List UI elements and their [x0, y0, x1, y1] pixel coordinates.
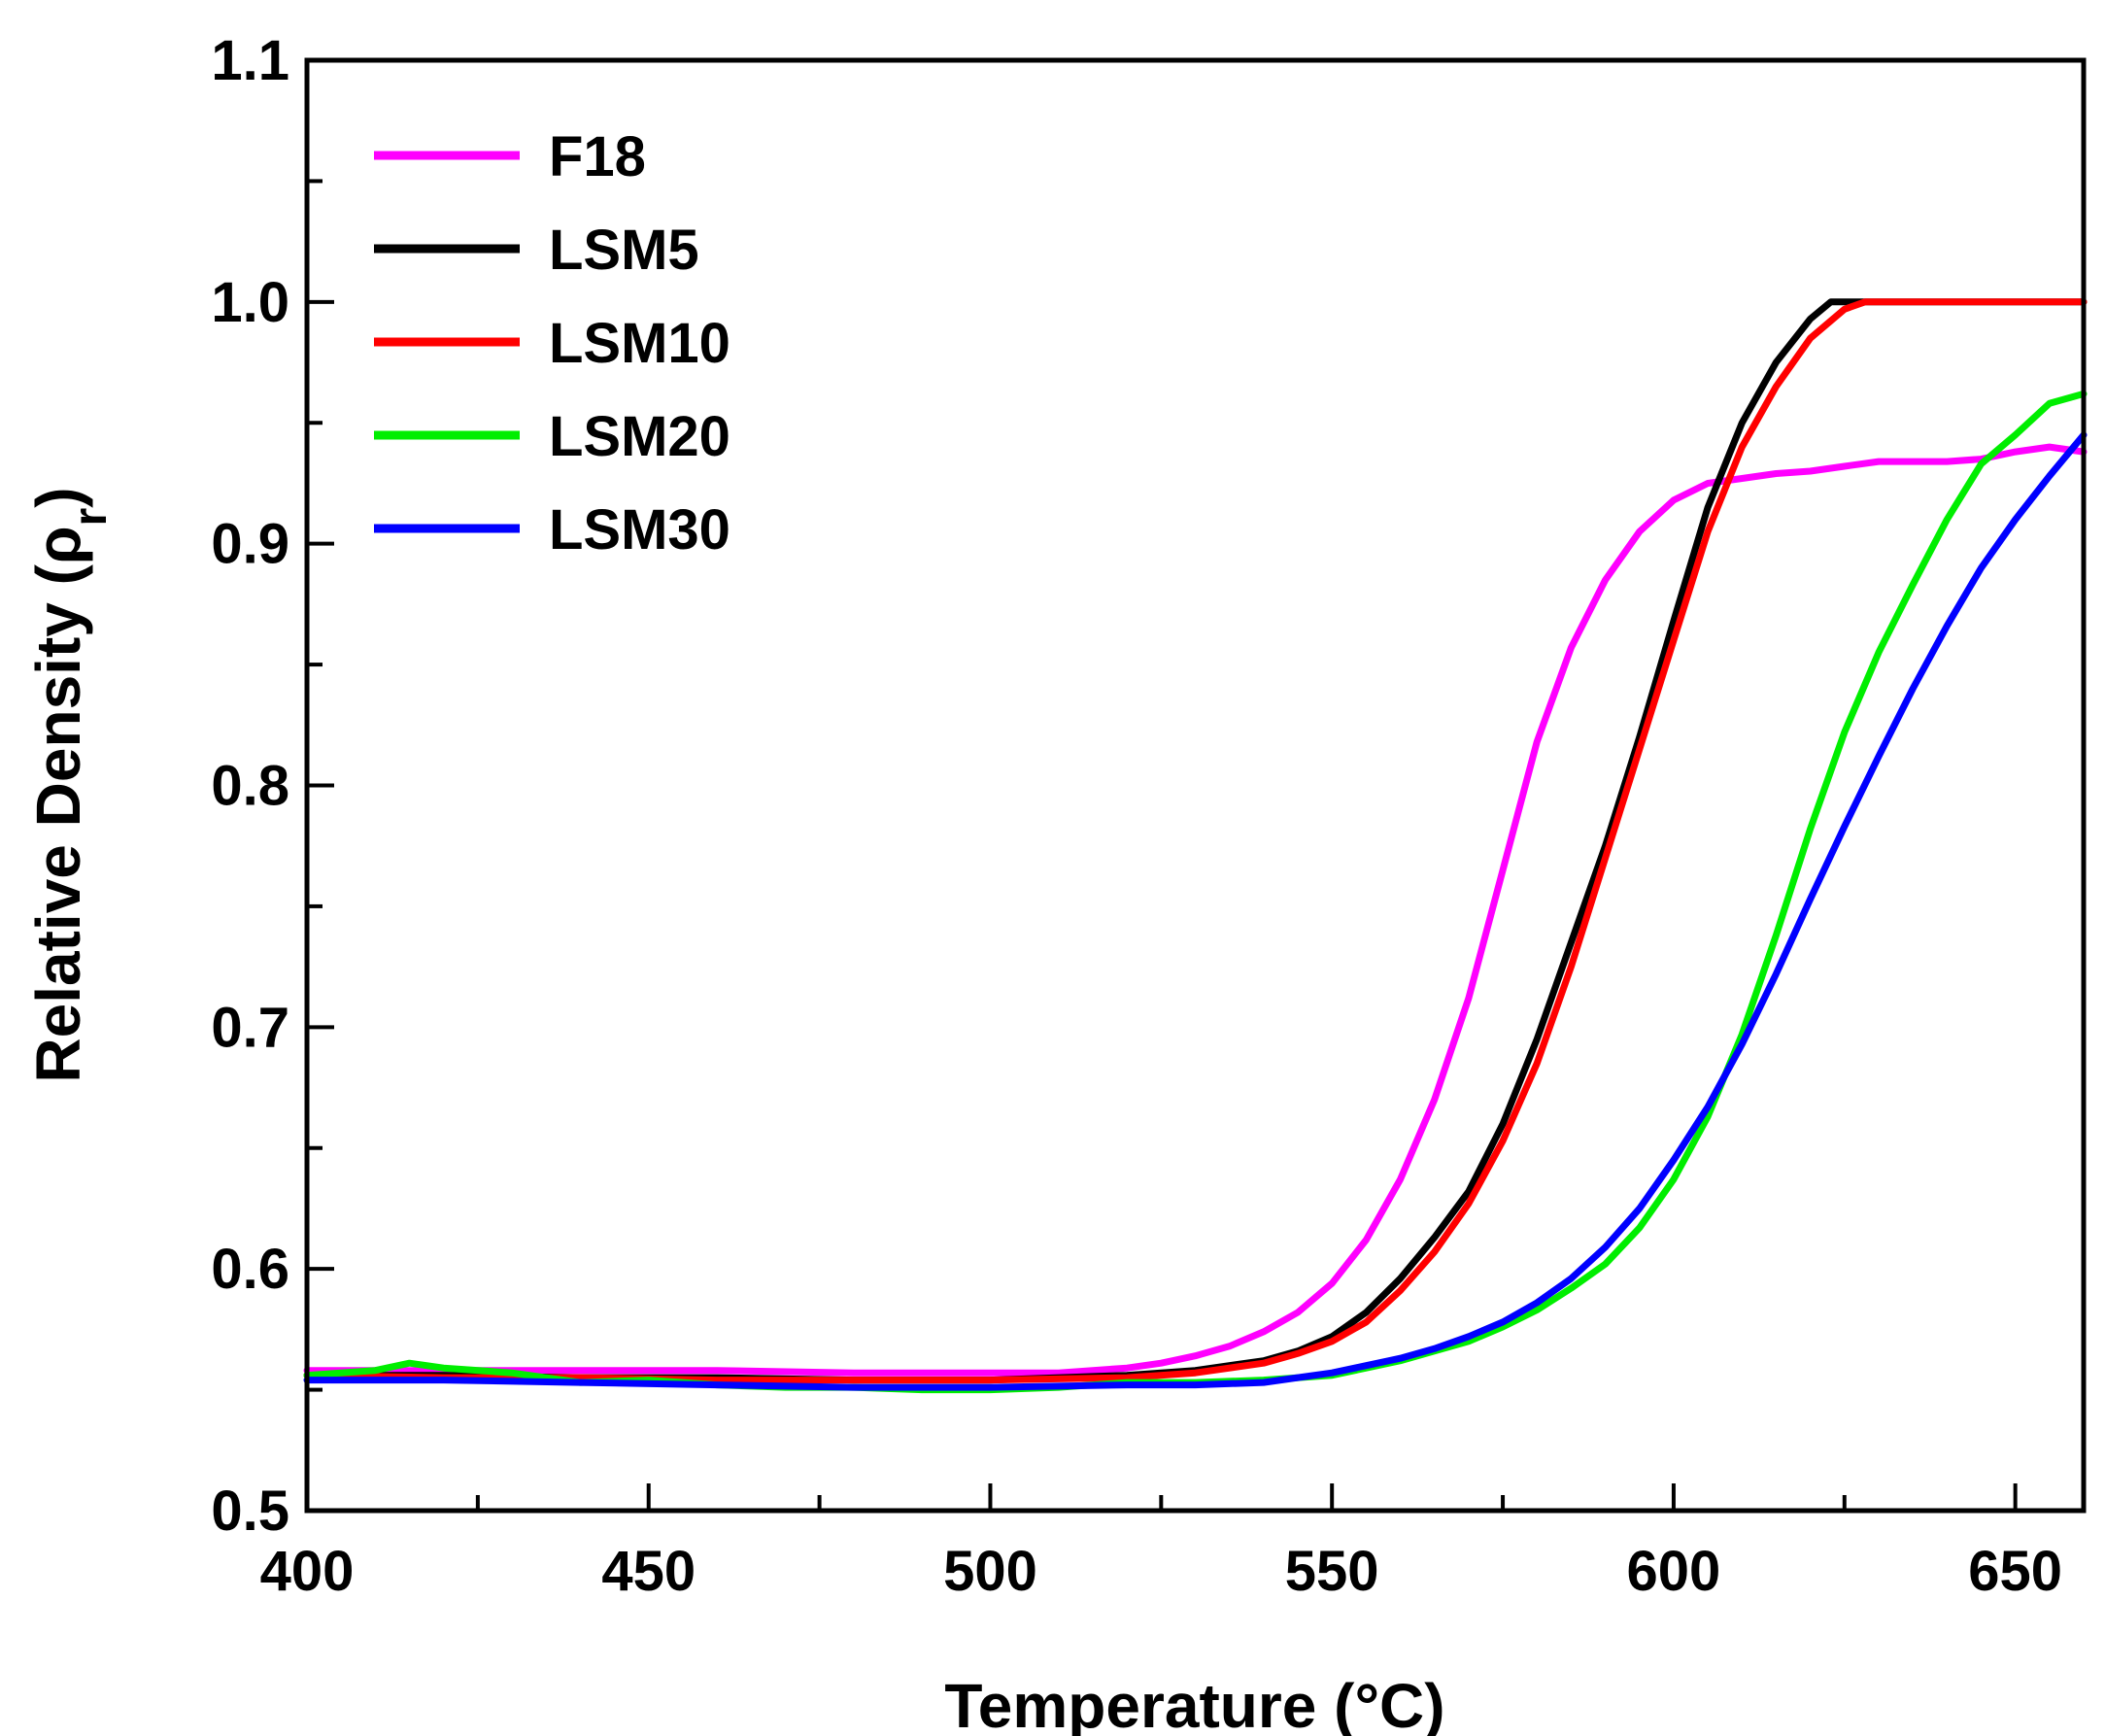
y-tick-label: 0.8 [211, 755, 289, 818]
plot-lines [303, 298, 2088, 1394]
legend-label-lsm5: LSM5 [549, 219, 699, 282]
x-axis-title: Temperature (°C) [944, 1671, 1444, 1736]
y-tick-label: 0.9 [211, 513, 289, 576]
y-axis-title-main: Relative Density (ρ [23, 526, 93, 1082]
x-tick-label: 450 [601, 1540, 696, 1603]
series-line-lsm30 [303, 431, 2088, 1391]
legend-label-lsm20: LSM20 [549, 405, 730, 468]
legend-label-f18: F18 [549, 125, 646, 188]
y-tick-label: 0.5 [211, 1480, 289, 1543]
x-tick-label: 400 [260, 1540, 355, 1603]
y-tick-label: 0.6 [211, 1238, 289, 1301]
x-tick-label: 600 [1627, 1540, 1721, 1603]
y-axis-title-subscript: r [65, 508, 117, 527]
legend: F18 LSM5 LSM10 LSM20 LSM30 [374, 125, 730, 562]
x-tick-label: 500 [943, 1540, 1037, 1603]
y-tick-label: 0.7 [211, 996, 289, 1059]
x-tick-label: 650 [1968, 1540, 2062, 1603]
series-line-lsm10 [303, 298, 2088, 1384]
series-line-f18 [303, 443, 2088, 1377]
x-tick-label: 550 [1285, 1540, 1379, 1603]
y-axis-title: Relative Density (ρr) [23, 487, 117, 1082]
y-tick-label: 1.1 [211, 29, 289, 92]
y-tick-label: 1.0 [211, 271, 289, 334]
x-axis: 400 450 500 550 600 650 [260, 1483, 2062, 1603]
y-axis-title-close: ) [23, 487, 93, 507]
legend-label-lsm30: LSM30 [549, 498, 730, 562]
y-axis: 0.5 0.6 0.7 0.8 0.9 1.0 1.1 [211, 29, 334, 1543]
legend-label-lsm10: LSM10 [549, 312, 730, 375]
